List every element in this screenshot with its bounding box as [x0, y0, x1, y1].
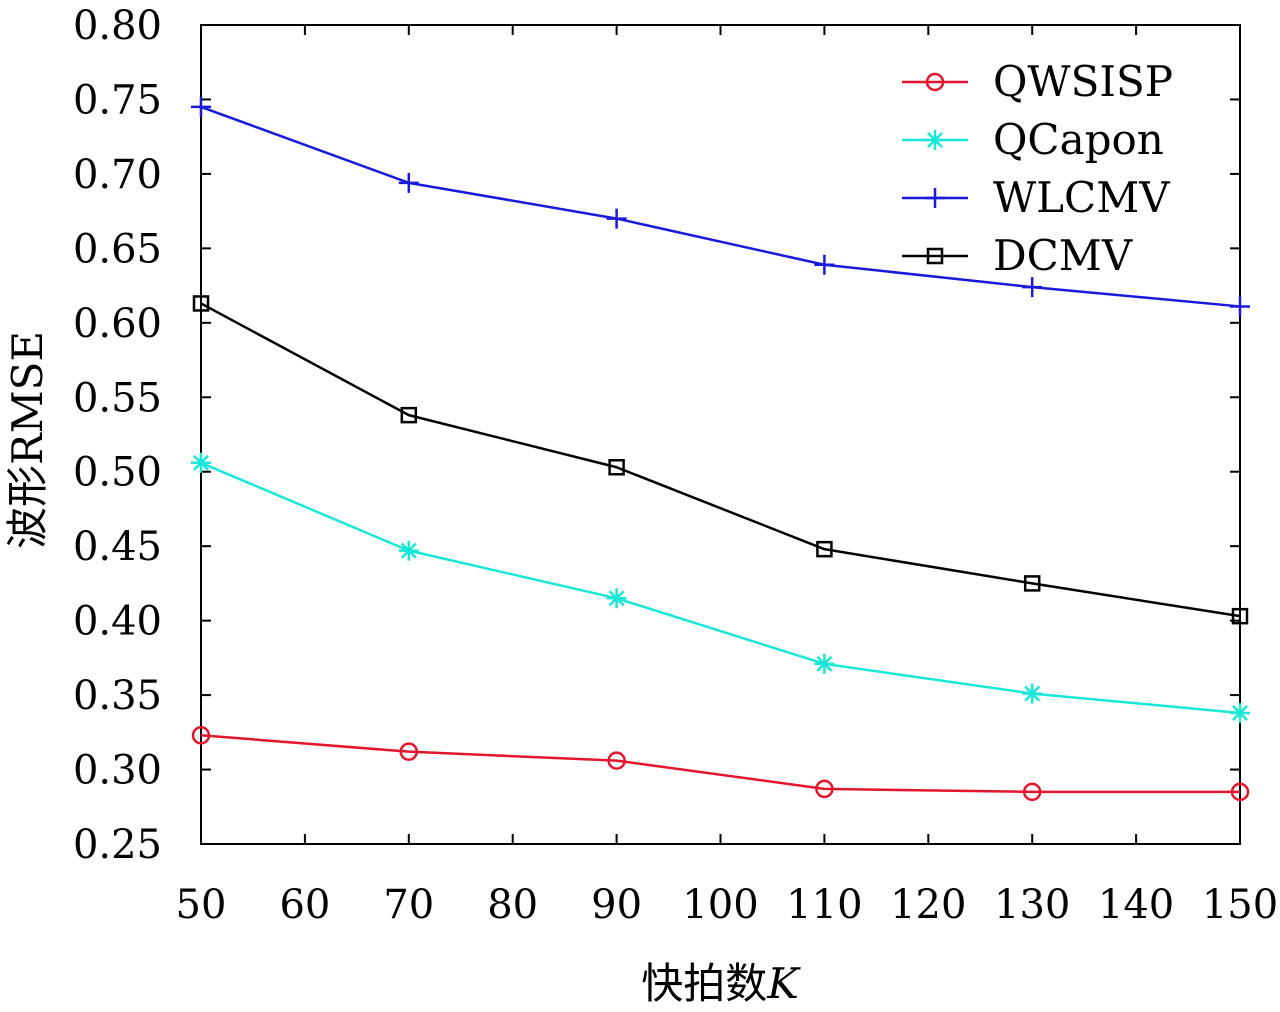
legend-marker-qcapon	[925, 130, 945, 150]
x-tick-label: 150	[1202, 882, 1278, 928]
y-tick-label: 0.40	[73, 599, 162, 645]
data-point-dcmv	[400, 406, 418, 424]
x-axis-title-text: 快拍数	[641, 959, 767, 1008]
legend-label-dcmv: DCMV	[993, 231, 1133, 280]
x-tick-label: 140	[1098, 882, 1174, 928]
x-tick-label: 80	[487, 882, 538, 928]
legend-label-qwsisp: QWSISP	[993, 57, 1173, 106]
series-qwsisp	[191, 726, 1250, 802]
x-tick-label: 60	[279, 882, 330, 928]
legend-marker-qwsisp	[925, 72, 945, 92]
legend-item-wlcmv: WLCMV	[902, 173, 1170, 222]
data-point-wlcmv	[191, 96, 211, 117]
x-tick-label: 90	[591, 882, 642, 928]
series-line-qcapon	[200, 461, 1241, 715]
data-point-qwsisp	[815, 779, 834, 799]
x-tick-label: 70	[383, 882, 434, 928]
data-point-dcmv	[1023, 575, 1041, 592]
data-point-dcmv	[192, 295, 210, 312]
data-point-wlcmv	[398, 172, 419, 193]
x-tick-label: 110	[786, 882, 862, 928]
y-tick-label: 0.75	[73, 77, 162, 123]
data-point-qwsisp	[1230, 782, 1250, 802]
axis-ticks: 50 60 70 80 90 100 110 120 130 140 150 0.25 0.30 0.35…	[73, 3, 1278, 928]
series-dcmv	[192, 295, 1249, 625]
series-line-dcmv	[200, 302, 1241, 618]
series-wlcmv	[191, 96, 1250, 317]
y-tick-label: 0.45	[73, 524, 162, 570]
data-point-dcmv	[608, 459, 625, 476]
data-point-qwsisp	[191, 726, 211, 745]
data-point-qwsisp	[607, 751, 626, 770]
data-point-wlcmv	[606, 208, 627, 229]
legend-item-qwsisp: QWSISP	[902, 57, 1173, 106]
x-tick-label: 100	[682, 882, 758, 928]
data-point-dcmv	[1231, 607, 1249, 625]
series-layer	[191, 96, 1250, 802]
x-axis-title: 快拍数K	[641, 959, 801, 1008]
y-tick-label: 0.55	[73, 375, 162, 421]
x-tick-label: 120	[890, 882, 966, 928]
data-point-dcmv	[816, 540, 833, 558]
y-tick-label: 0.70	[73, 152, 162, 198]
data-point-qcapon	[814, 653, 835, 674]
data-point-qcapon	[606, 588, 627, 609]
legend-label-qcapon: QCapon	[993, 115, 1164, 164]
legend-marker-wlcmv	[925, 188, 945, 208]
legend-item-qcapon: QCapon	[902, 115, 1164, 164]
series-line-qwsisp	[200, 734, 1240, 794]
y-tick-label: 0.80	[73, 3, 162, 49]
data-point-wlcmv	[814, 254, 835, 275]
data-point-qcapon	[191, 452, 211, 473]
legend: QWSISP QCapon WLCMV DCMV	[902, 57, 1173, 280]
data-point-qcapon	[1230, 702, 1250, 723]
series-line-wlcmv	[200, 105, 1241, 308]
data-point-qwsisp	[1022, 782, 1042, 802]
series-qcapon	[191, 452, 1250, 723]
y-tick-label: 0.65	[73, 226, 162, 272]
x-tick-label: 130	[994, 882, 1070, 928]
y-tick-label: 0.50	[73, 450, 162, 496]
x-axis-title-variable: K	[766, 959, 801, 1008]
legend-marker-dcmv	[926, 247, 944, 265]
y-tick-label: 0.60	[73, 301, 162, 347]
legend-label-wlcmv: WLCMV	[993, 173, 1170, 222]
data-point-wlcmv	[1230, 296, 1250, 317]
data-point-qcapon	[398, 540, 419, 561]
legend-item-dcmv: DCMV	[902, 231, 1133, 280]
data-point-qwsisp	[399, 742, 419, 761]
y-tick-label: 0.25	[73, 822, 162, 868]
x-tick-label: 50	[176, 882, 227, 928]
y-axis-title: 波形RMSE	[3, 331, 52, 549]
y-tick-label: 0.35	[73, 673, 162, 719]
data-point-qcapon	[1022, 683, 1043, 704]
data-point-wlcmv	[1022, 277, 1043, 298]
y-tick-label: 0.30	[73, 748, 162, 794]
